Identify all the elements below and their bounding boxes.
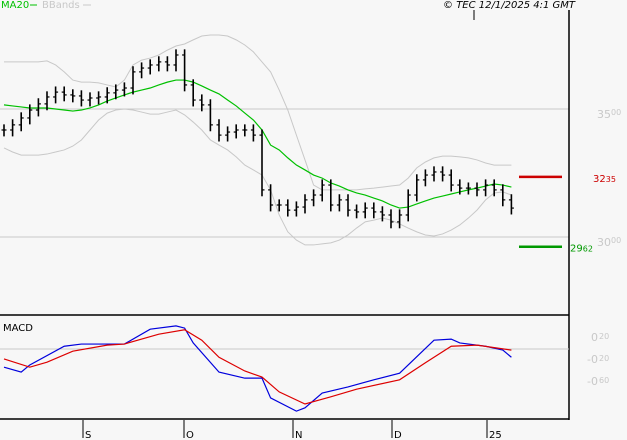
price-bar: [405, 189, 411, 222]
level-label: 3235: [593, 174, 616, 185]
macd-tick-label: -060: [587, 375, 609, 388]
price-bar: [250, 124, 256, 142]
price-bar: [78, 90, 84, 107]
price-bar: [414, 174, 420, 202]
price-bar: [397, 209, 403, 229]
price-bar: [182, 49, 188, 92]
price-bar: [190, 79, 196, 107]
price-bar: [431, 166, 437, 182]
price-bar: [422, 169, 428, 187]
macd-signal-line: [3, 329, 512, 405]
price-bar: [96, 91, 102, 105]
macd-panel: 020 -020 -060: [0, 325, 609, 412]
price-bar: [379, 206, 385, 222]
price-bar: [371, 202, 377, 219]
macd-tick-label: 020: [591, 331, 609, 344]
price-bar: [302, 194, 308, 214]
bband-upper-line: [4, 34, 512, 191]
legend-ma20: MA20: [1, 0, 29, 11]
price-bar: [457, 179, 463, 195]
x-tick-label: N: [295, 430, 302, 440]
price-bar: [173, 49, 179, 72]
x-tick-label: S: [85, 430, 91, 440]
price-bar: [319, 179, 325, 202]
x-tick-label: 25: [489, 430, 502, 440]
bband-lower-line: [3, 108, 512, 246]
macd-tick-label: -020: [587, 353, 609, 366]
price-bar: [130, 66, 136, 95]
price-bar: [164, 56, 170, 72]
price-bar: [465, 182, 471, 195]
price-bar: [440, 166, 446, 182]
price-bar: [345, 194, 351, 217]
price-bar: [53, 86, 59, 104]
x-tick-label: D: [394, 430, 402, 440]
price-bar: [336, 194, 342, 212]
macd-line: [3, 325, 512, 412]
price-bar: [139, 62, 145, 79]
price-bar: [199, 94, 205, 112]
legend-bbands: BBands: [42, 0, 80, 11]
price-bar: [44, 91, 50, 111]
x-tick-label: O: [186, 430, 194, 440]
price-bar: [293, 201, 299, 217]
price-bar: [147, 59, 153, 75]
level-label: 2962: [570, 244, 593, 255]
price-bar: [121, 82, 127, 97]
price-bar: [27, 104, 33, 125]
ma20-line: [3, 79, 512, 209]
price-bar: [500, 184, 506, 207]
price-bar: [18, 112, 24, 132]
price-bar: [268, 184, 274, 212]
macd-title: MACD: [3, 323, 33, 334]
price-bar: [225, 126, 231, 142]
price-bar: [1, 124, 7, 137]
price-bar: [483, 179, 489, 197]
price-bar: [87, 92, 93, 107]
price-bar: [61, 86, 67, 102]
price-bar: [104, 87, 110, 104]
price-bar: [311, 189, 317, 207]
copyright: © TEC 12/1/2025 4:1 GMT: [443, 0, 576, 11]
price-bar: [10, 119, 16, 137]
price-bar: [156, 56, 162, 72]
price-bar: [113, 84, 119, 100]
price-bar: [276, 199, 282, 212]
price-bar: [285, 199, 291, 217]
price-bar: [354, 204, 360, 219]
price-bar: [491, 179, 497, 197]
price-bar: [328, 179, 334, 212]
price-bar: [448, 169, 454, 192]
price-bar: [216, 119, 222, 142]
price-bar: [35, 98, 41, 117]
x-axis: S O N D 25: [82, 420, 502, 440]
price-bar: [388, 209, 394, 229]
price-bar: [242, 124, 248, 137]
price-bar: [207, 99, 213, 132]
price-bar: [70, 89, 76, 103]
price-bar: [362, 202, 368, 219]
price-bar: [508, 194, 514, 215]
price-bar: [474, 182, 480, 197]
price-bar: [259, 129, 265, 197]
price-bar: [233, 124, 239, 139]
